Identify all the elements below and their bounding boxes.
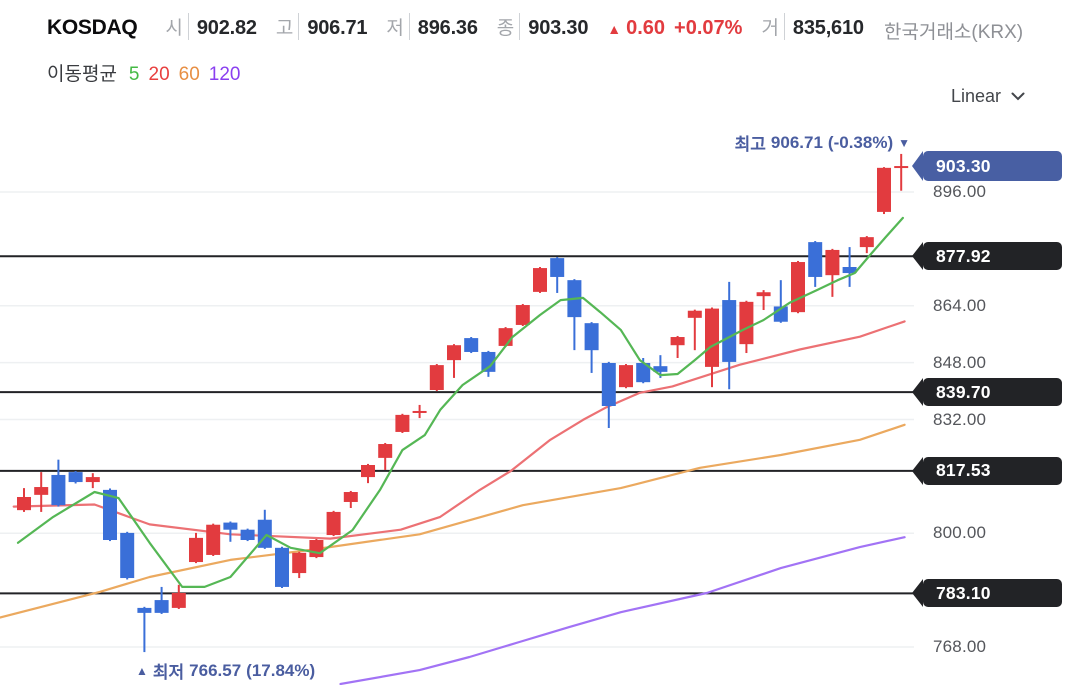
price-change: ▲ 0.60 +0.07%	[607, 17, 742, 40]
y-axis-label: 800.00	[933, 523, 987, 543]
period-low-percent: (17.84%)	[246, 660, 316, 680]
volume-value: 835,610	[792, 17, 864, 39]
current-price-badge: 903.30	[912, 151, 1062, 182]
up-triangle-icon: ▲	[136, 663, 148, 678]
close-field: 종 903.30	[497, 13, 588, 40]
period-low-annotation: ▲ 최저 766.57 (17.84%)	[136, 658, 315, 683]
y-axis-label: 832.00	[933, 409, 987, 429]
volume-field: 거 835,610	[761, 13, 864, 40]
change-value: 0.60	[626, 17, 666, 39]
scale-selector-label: Linear	[951, 86, 1002, 106]
low-label: 저	[386, 13, 410, 40]
open-value: 902.82	[196, 17, 257, 39]
symbol-title: KOSDAQ	[47, 16, 138, 39]
y-axis-label: 864.00	[933, 295, 987, 315]
quote-header: KOSDAQ 시 902.82 고 906.71 저 896.36 종 903.…	[47, 13, 883, 40]
period-high-prefix: 최고	[734, 135, 766, 154]
period-high-annotation: 최고 906.71 (-0.38%) ▼	[735, 130, 910, 155]
ma5-legend-item: 5	[128, 64, 140, 85]
y-axis-label: 848.00	[933, 352, 987, 372]
y-axis-label: 896.00	[933, 182, 987, 201]
ma-legend: 이동평균 5 20 60 120	[47, 59, 249, 86]
price-level-badge: 877.92	[912, 242, 1062, 271]
chevron-down-icon	[1011, 92, 1025, 101]
up-arrow-icon: ▲	[607, 21, 622, 37]
volume-label: 거	[761, 13, 785, 40]
exchange-label: 한국거래소(KRX)	[884, 22, 1024, 43]
period-high-value: 906.71	[770, 132, 823, 152]
high-value: 906.71	[307, 17, 368, 39]
period-low-prefix: 최저	[152, 663, 185, 682]
y-axis-label: 768.00	[933, 637, 987, 656]
high-label: 고	[276, 13, 300, 40]
high-field: 고 906.71	[276, 13, 368, 40]
open-label: 시	[165, 13, 189, 40]
change-percent: +0.07%	[674, 17, 743, 39]
period-low-value: 766.57	[189, 660, 242, 680]
scale-selector-dropdown[interactable]: Linear	[951, 86, 1025, 107]
price-level-badge: 783.10	[912, 579, 1062, 608]
open-field: 시 902.82	[165, 13, 257, 40]
close-value: 903.30	[528, 17, 589, 39]
ma60-legend-item: 60	[178, 64, 200, 85]
ma120-legend-item: 120	[208, 64, 241, 85]
close-label: 종	[497, 13, 521, 40]
low-field: 저 896.36	[386, 13, 478, 40]
ma20-legend-item: 20	[148, 64, 170, 85]
down-triangle-icon: ▼	[898, 135, 910, 150]
period-high-percent: (-0.38%)	[827, 132, 894, 152]
price-level-badge: 817.53	[912, 456, 1062, 485]
ma-legend-title: 이동평균	[47, 64, 117, 85]
price-level-badge: 839.70	[912, 378, 1062, 407]
low-value: 896.36	[417, 17, 478, 39]
